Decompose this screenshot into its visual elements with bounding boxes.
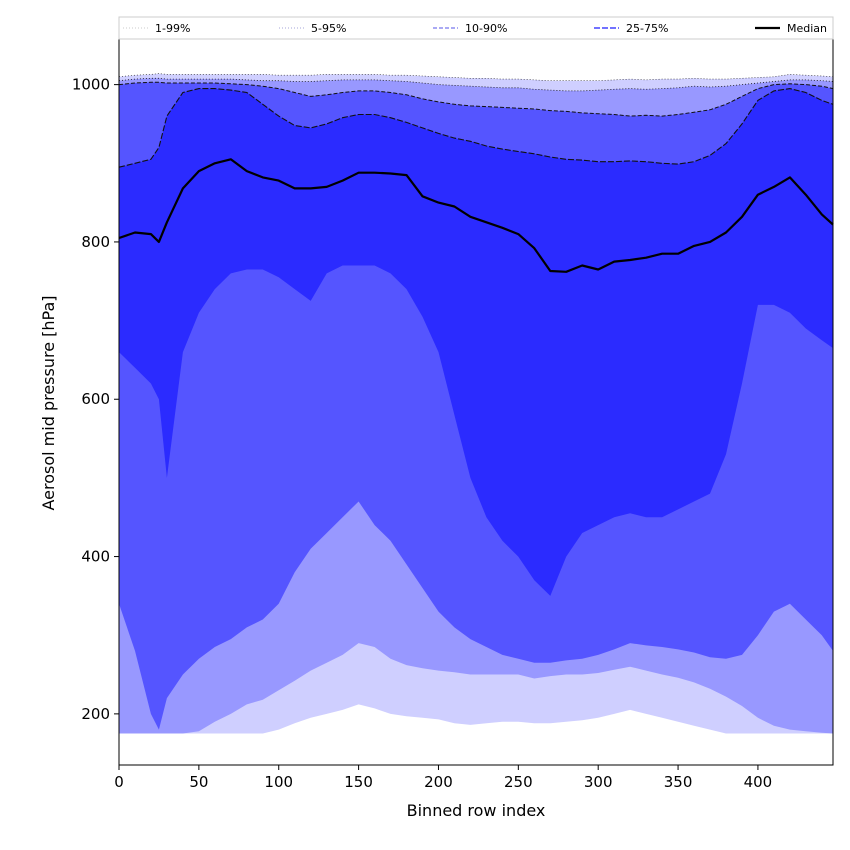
x-tick-label: 0 — [114, 773, 124, 791]
legend-label: Median — [787, 22, 827, 35]
legend-label: 10-90% — [465, 22, 507, 35]
band-1-99-upper-line — [118, 73, 834, 81]
x-axis-label: Binned row index — [407, 801, 546, 820]
y-tick-label: 600 — [81, 390, 110, 408]
x-tick-label: 100 — [264, 773, 293, 791]
legend-label: 1-99% — [155, 22, 190, 35]
y-tick-label: 200 — [81, 705, 110, 723]
band-5-95-upper-line — [118, 77, 834, 92]
y-tick-label: 1000 — [72, 76, 110, 94]
legend-label: 25-75% — [626, 22, 668, 35]
y-tick-label: 400 — [81, 548, 110, 566]
legend-box — [118, 16, 834, 40]
median-line — [118, 158, 834, 273]
x-tick-label: 300 — [584, 773, 613, 791]
plot-area — [118, 73, 834, 734]
x-tick-label: 350 — [664, 773, 693, 791]
band-25-75-area — [119, 88, 833, 596]
x-tick-label: 50 — [189, 773, 208, 791]
y-axis-label: Aerosol mid pressure [hPa] — [39, 295, 58, 510]
legend: 1-99% 5-95% 10-90% 25-75% Median — [118, 16, 834, 40]
x-tick-label: 150 — [344, 773, 373, 791]
band-10-90-upper-line — [118, 81, 834, 117]
x-tick-label: 200 — [424, 773, 453, 791]
band-25-75-upper-line — [118, 88, 834, 168]
x-tick-label: 250 — [504, 773, 533, 791]
legend-label: 5-95% — [311, 22, 346, 35]
y-tick-label: 800 — [81, 233, 110, 251]
x-tick-label: 400 — [744, 773, 773, 791]
